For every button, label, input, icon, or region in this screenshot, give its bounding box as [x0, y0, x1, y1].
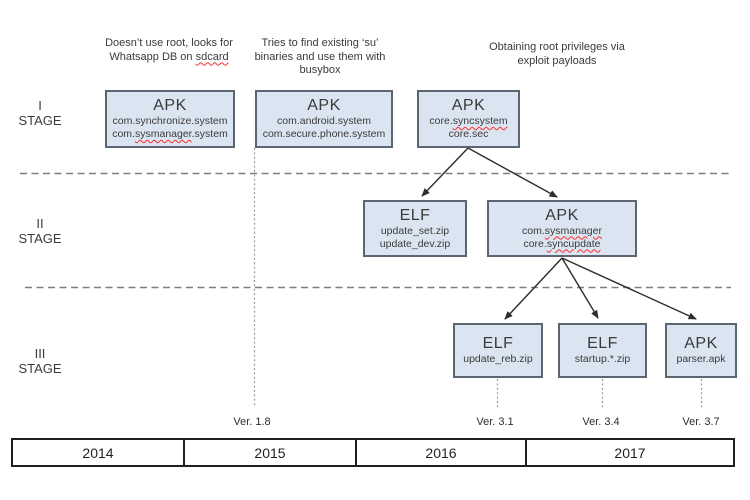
- arrow-stage1-to-stage2-elf: [421, 147, 469, 197]
- node-stage3-elf-update-reb: ELF update_reb.zip: [453, 323, 543, 378]
- node-stage1-apk-android: APK com.android.system com.secure.phone.sy…: [255, 90, 393, 148]
- node-file-1: update_reb.zip: [463, 353, 533, 365]
- timeline-year-2016: 2016: [357, 440, 527, 465]
- annotation-root-exploits: Obtaining root privileges via exploit pa…: [489, 41, 625, 67]
- annotation-no-root: Doesn’t use root, looks for Whatsapp DB o…: [88, 37, 250, 64]
- node-title: APK: [545, 206, 579, 224]
- stage-3-word: STAGE: [18, 361, 62, 376]
- version-label-1-8: Ver. 1.8: [233, 416, 271, 428]
- pkg-flagged: syncupdate: [546, 237, 601, 250]
- node-title: APK: [684, 335, 718, 352]
- stage-1-numeral: I: [38, 98, 42, 113]
- stage-2-numeral: II: [36, 216, 44, 231]
- node-package-2: com.secure.phone.system: [262, 128, 386, 140]
- node-stage2-apk-sysmanager: APK com.sysmanager core.syncupdate: [487, 200, 637, 257]
- arrow-stage2-to-stage3-elf1: [504, 257, 563, 320]
- version-label-3-4: Ver. 3.4: [582, 416, 620, 428]
- timeline-bar: 2014 2015 2016 2017: [11, 438, 735, 467]
- annotation-su-binaries: Tries to find existing ‘su’ binaries and…: [254, 37, 386, 76]
- flow-arrows: [421, 147, 697, 320]
- stage-divider-lines: [20, 172, 731, 289]
- arrow-stage2-to-stage3-apk: [561, 257, 697, 320]
- node-stage3-elf-startup: ELF startup.*.zip: [558, 323, 647, 378]
- node-stage1-apk-syncsystem: APK core.syncsystem core.sec: [417, 90, 520, 148]
- version-label-3-7: Ver. 3.7: [682, 416, 720, 428]
- node-title: APK: [451, 97, 486, 114]
- node-package-1: com.synchronize.system: [112, 115, 228, 127]
- version-leader-lines: [253, 148, 703, 408]
- annotation-no-root-line2: Whatsapp DB on: [109, 50, 196, 63]
- timeline-year-2014: 2014: [13, 440, 185, 465]
- node-package-2: com.sysmanager.system: [112, 128, 228, 141]
- stage-2-word: STAGE: [18, 231, 62, 246]
- node-stage3-apk-parser: APK parser.apk: [665, 323, 737, 378]
- pkg-prefix: com.: [112, 128, 135, 140]
- stage-1-label: I STAGE: [5, 98, 75, 128]
- pkg-suffix: .system: [191, 128, 228, 140]
- annotation-no-root-flagged-word: sdcard: [195, 50, 229, 63]
- arrow-stage2-to-stage3-elf2: [561, 257, 599, 319]
- node-title: ELF: [587, 335, 618, 352]
- pkg-prefix: com.: [522, 224, 545, 237]
- node-file-1: startup.*.zip: [574, 353, 631, 365]
- timeline-year-2017: 2017: [614, 444, 646, 461]
- version-label-3-1: Ver. 3.1: [476, 416, 514, 428]
- node-title: ELF: [399, 206, 431, 224]
- node-file-1: update_set.zip: [380, 224, 450, 237]
- pkg-prefix: core.: [523, 237, 547, 250]
- node-package-2: core.sec: [448, 128, 489, 140]
- timeline-year-2015: 2015: [185, 440, 357, 465]
- node-file-2: update_dev.zip: [379, 237, 451, 250]
- node-package-1: core.syncsystem: [429, 115, 507, 128]
- pkg-prefix: core.: [429, 115, 453, 127]
- annotation-no-root-line1: Doesn’t use root, looks for: [105, 37, 233, 49]
- node-title: ELF: [482, 335, 514, 352]
- node-stage2-elf-update: ELF update_set.zip update_dev.zip: [363, 200, 467, 257]
- stage-2-label: II STAGE: [5, 216, 75, 246]
- node-package-1: com.android.system: [277, 115, 371, 127]
- node-title: APK: [307, 97, 341, 114]
- node-package-2: core.syncupdate: [523, 238, 600, 251]
- stage-1-word: STAGE: [18, 113, 62, 128]
- node-stage1-apk-synchronize: APK com.synchronize.system com.sysmanager.…: [105, 90, 235, 148]
- pkg-flagged: sysmanager: [134, 128, 192, 140]
- pkg-flagged: syncsystem: [452, 115, 508, 127]
- node-package-1: com.sysmanager: [522, 225, 602, 238]
- arrow-stage1-to-stage2-apk: [467, 147, 558, 198]
- node-title: APK: [153, 97, 187, 114]
- pkg-flagged: sysmanager: [544, 224, 602, 237]
- node-file-1: parser.apk: [676, 353, 726, 365]
- stage-3-label: III STAGE: [5, 346, 75, 376]
- stage-3-numeral: III: [34, 346, 46, 361]
